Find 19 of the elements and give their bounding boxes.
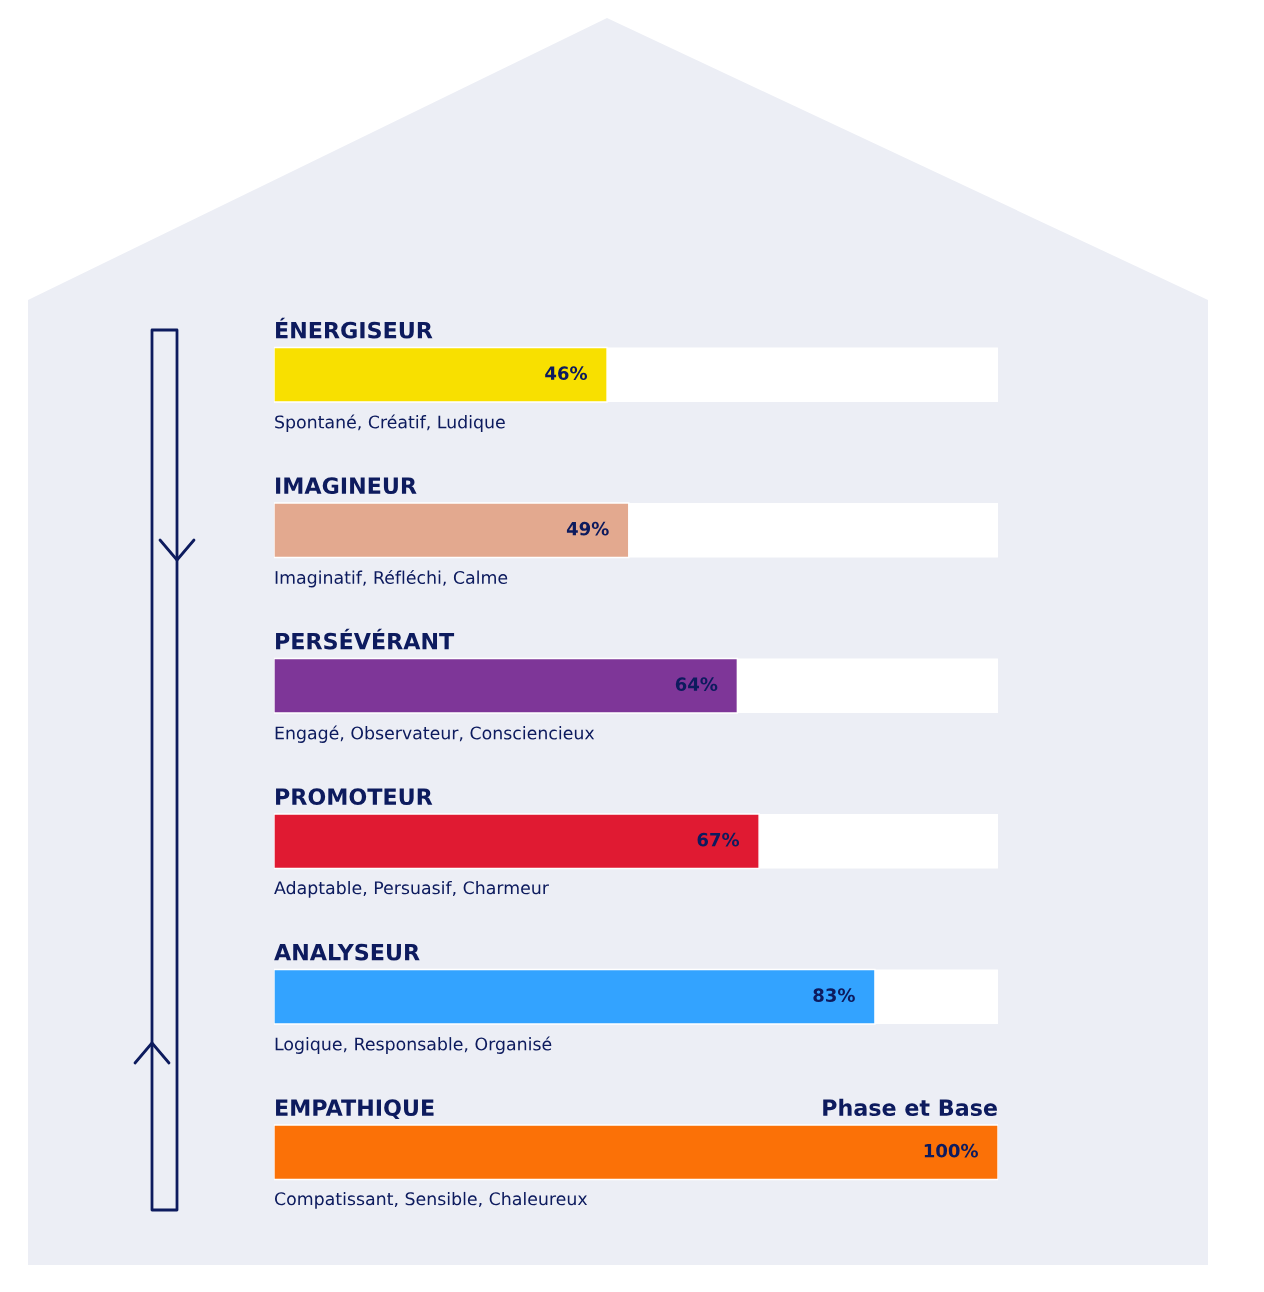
data-label: 67% (697, 832, 740, 847)
y-tick-label: EMPATHIQUE (276, 1099, 434, 1119)
data-label: 49% (566, 521, 609, 536)
data-label: 64% (675, 677, 718, 691)
annotation: Compatissant, Sensible, Chaleureux (274, 1191, 588, 1209)
annotation: Imaginatif, Réfléchi, Calme (275, 569, 508, 588)
annotation: Adaptable, Persuasif, Charmeur (274, 880, 549, 898)
y-tick-label: IMAGINEUR (276, 477, 417, 495)
data-label: 46% (545, 366, 588, 380)
data-label: 83% (813, 988, 855, 1002)
y-tick-label: PROMOTEUR (276, 788, 433, 806)
y-tick-label: ANALYSEUR (274, 943, 420, 961)
annotation: Spontané, Créatif, Ludique (275, 414, 505, 432)
y-tick-label: ÉNERGISEUR (276, 317, 433, 339)
y-tick-label: PERSÉVÉRANT (276, 628, 455, 650)
annotation: Phase et Base (823, 1098, 997, 1117)
data-label: 100% (924, 1143, 978, 1158)
annotation: Logique, Responsable, Organisé (275, 1036, 552, 1054)
annotation: Engagé, Observateur, Consciencieux (275, 725, 595, 743)
